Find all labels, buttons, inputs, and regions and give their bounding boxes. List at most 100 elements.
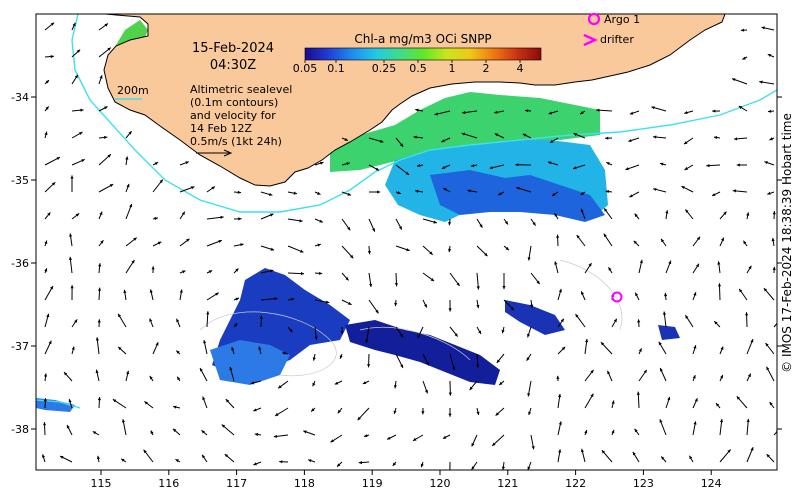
velocity-arrow-head: [350, 254, 354, 259]
velocity-arrow-head: [229, 366, 233, 371]
velocity-arrow-head: [133, 237, 137, 241]
velocity-arrow-head: [367, 250, 371, 255]
velocity-arrow-head: [498, 192, 502, 196]
velocity-arrow-head: [74, 74, 78, 79]
velocity-arrow-head: [660, 368, 663, 372]
isobath-200m: [71, 14, 777, 213]
velocity-arrow-head: [684, 111, 688, 115]
velocity-arrow-head: [211, 186, 215, 190]
x-tick-label: 121: [497, 477, 518, 490]
velocity-arrow-head: [118, 346, 122, 351]
velocity-arrow-head: [125, 156, 129, 160]
velocity-arrow-head: [129, 204, 133, 208]
velocity-arrow-head: [766, 454, 770, 458]
velocity-arrow-head: [43, 398, 47, 402]
velocity-arrow-head: [231, 347, 235, 351]
velocity-arrow-head: [454, 333, 458, 337]
title-time: 04:30Z: [210, 58, 256, 73]
velocity-arrow-head: [308, 459, 312, 463]
velocity-arrow-head: [747, 373, 751, 378]
annotation-line-2: (0.1m contours): [190, 96, 278, 109]
velocity-arrow-head: [100, 240, 104, 244]
velocity-arrow-head: [282, 351, 286, 355]
velocity-arrow-head: [584, 430, 588, 434]
velocity-arrow-head: [154, 217, 158, 221]
velocity-arrow-head: [681, 186, 685, 189]
velocity-arrow-head: [536, 280, 540, 285]
velocity-arrow-head: [358, 461, 363, 465]
velocity-arrow-head: [270, 247, 275, 251]
velocity-arrow-head: [761, 26, 765, 30]
velocity-arrow-head: [608, 267, 612, 271]
velocity-arrow-head: [339, 355, 343, 359]
velocity-arrow-head: [434, 112, 438, 116]
velocity-arrow-head: [417, 334, 421, 338]
velocity-arrow-head: [742, 56, 746, 60]
velocity-arrow-head: [300, 271, 304, 276]
velocity-arrow-head: [759, 80, 763, 84]
velocity-arrow-head: [637, 319, 641, 323]
velocity-arrow-head: [104, 106, 108, 110]
velocity-arrow-head: [397, 191, 401, 195]
velocity-arrow-head: [740, 28, 745, 32]
velocity-arrow-head: [413, 135, 417, 139]
chl-patch-south-dark: [345, 320, 500, 385]
chl-patch-central-light: [210, 340, 290, 385]
velocity-arrow-head: [121, 458, 125, 462]
velocity-arrow-head: [723, 211, 727, 215]
velocity-arrow-head: [121, 419, 125, 423]
velocity-arrow-head: [461, 132, 466, 136]
velocity-arrow-head: [80, 108, 84, 112]
velocity-arrow-head: [462, 110, 466, 115]
velocity-arrow-head: [179, 289, 183, 293]
x-tick-label: 122: [565, 477, 586, 490]
velocity-arrow-head: [270, 213, 274, 217]
velocity-arrow-head: [501, 466, 505, 470]
velocity-arrow-head: [767, 191, 771, 195]
velocity-arrow-head: [527, 393, 531, 397]
velocity-arrow-head: [430, 278, 435, 282]
sealevel-contours: [199, 259, 623, 377]
velocity-arrow-head: [636, 391, 640, 395]
velocity-arrow-head: [95, 369, 99, 374]
velocity-arrow-head: [556, 234, 560, 238]
velocity-arrow-head: [112, 399, 117, 403]
velocity-arrow-head: [357, 416, 361, 421]
velocity-arrow-head: [750, 339, 754, 343]
velocity-arrow-head: [99, 211, 103, 216]
velocity-arrow-head: [348, 301, 352, 305]
velocity-arrow-head: [469, 386, 473, 391]
velocity-arrow-head: [237, 190, 241, 194]
velocity-arrow-head: [44, 240, 48, 244]
velocity-arrow-head: [421, 411, 425, 415]
velocity-arrow-head: [478, 330, 481, 334]
velocity-arrow-head: [123, 289, 127, 294]
velocity-arrow-head: [764, 161, 768, 165]
velocity-arrow-head: [413, 437, 417, 441]
scale-arrow-head: [223, 149, 233, 157]
velocity-arrow-head: [527, 333, 531, 338]
velocity-arrow-head: [70, 175, 74, 179]
velocity-arrow-head: [772, 211, 776, 215]
velocity-arrow-head: [392, 462, 396, 466]
velocity-arrow-head: [558, 393, 562, 398]
velocity-arrow-head: [377, 190, 381, 194]
velocity-arrow-head: [499, 381, 503, 385]
velocity-arrow-head: [684, 166, 688, 170]
velocity-arrow-head: [748, 265, 752, 270]
velocity-arrow-head: [44, 131, 48, 136]
velocity-arrow-head: [176, 350, 180, 354]
velocity-arrow-head: [635, 292, 639, 297]
velocity-arrow-head: [685, 315, 689, 319]
velocity-arrow-head: [634, 213, 638, 218]
velocity-arrow-head: [319, 271, 323, 275]
velocity-arrow-head: [400, 333, 404, 338]
velocity-arrow-head: [693, 292, 697, 296]
velocity-arrow-head: [420, 463, 424, 468]
velocity-arrow-head: [42, 454, 45, 458]
velocity-arrow-head: [51, 182, 56, 186]
y-axis: -34 -35 -36 -37 -38: [11, 91, 782, 436]
y-tick-label: -34: [11, 91, 29, 104]
velocity-arrow-head: [149, 375, 153, 380]
